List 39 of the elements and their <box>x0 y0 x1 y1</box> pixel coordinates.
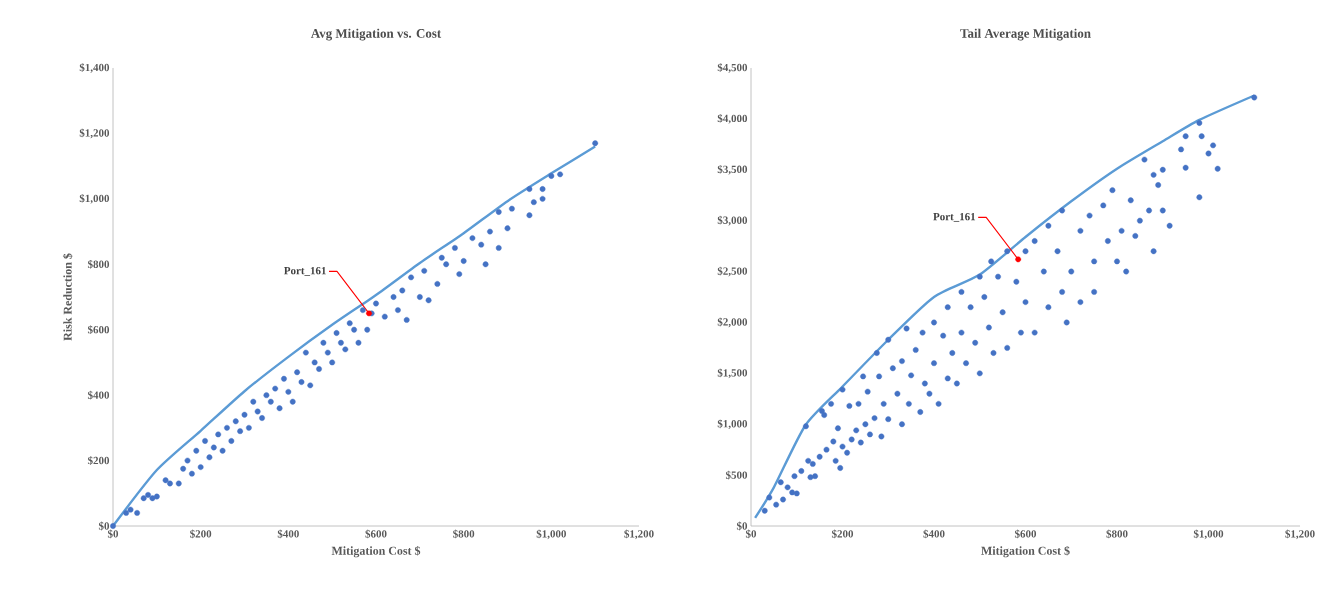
y-tick-label: $2,500 <box>717 266 748 277</box>
x-tick-label: $800 <box>453 529 475 539</box>
y-tick-label: $800 <box>87 259 110 269</box>
y-tick-label: $3,500 <box>717 164 748 175</box>
y-tick-label: $1,400 <box>79 63 110 73</box>
y-tick-label: $2,000 <box>717 317 748 328</box>
y-tick-label: $600 <box>87 325 110 335</box>
annotation: Port_161 <box>933 212 976 222</box>
chart-title: Avg Mitigation vs. Cost <box>310 28 442 41</box>
x-tick-label: $1,000 <box>536 529 566 540</box>
y-tick-label: $1,000 <box>717 419 748 430</box>
x-tick-label: $200 <box>190 529 212 539</box>
x-tick-label: $1,000 <box>1193 529 1224 540</box>
x-tick-label: $600 <box>365 529 387 539</box>
x-axis-title: Mitigation Cost $ <box>981 545 1070 558</box>
x-tick-label: $400 <box>923 529 945 539</box>
x-axis-title: Mitigation Cost $ <box>331 545 421 558</box>
y-tick-label: $4,000 <box>717 114 748 124</box>
x-tick-label: $600 <box>1014 529 1037 539</box>
x-tick-label: $1,200 <box>624 529 654 540</box>
x-tick-label: $0 <box>745 529 757 539</box>
x-tick-label: $400 <box>277 529 299 539</box>
y-tick-label: $1,000 <box>79 194 110 204</box>
annotation: Port_161 <box>284 266 326 276</box>
x-tick-label: $800 <box>1106 529 1128 539</box>
y-tick-label: $0 <box>736 521 748 531</box>
y-tick-label: $3,000 <box>717 215 748 226</box>
x-tick-label: $1,200 <box>1285 529 1315 540</box>
x-tick-label: $200 <box>831 529 854 539</box>
y-tick-label: $0 <box>98 521 110 531</box>
y-tick-label: $200 <box>87 456 110 465</box>
y-tick-label: $500 <box>725 470 748 480</box>
y-axis-title: Risk Reduction $ <box>62 253 73 341</box>
y-tick-label: $400 <box>87 390 110 400</box>
y-tick-label: $1,500 <box>717 368 748 379</box>
y-tick-label: $1,200 <box>79 128 110 139</box>
x-tick-label: $0 <box>107 529 119 539</box>
y-tick-label: $4,500 <box>717 63 748 73</box>
chart-title: Tail Average Mitigation <box>960 28 1091 41</box>
